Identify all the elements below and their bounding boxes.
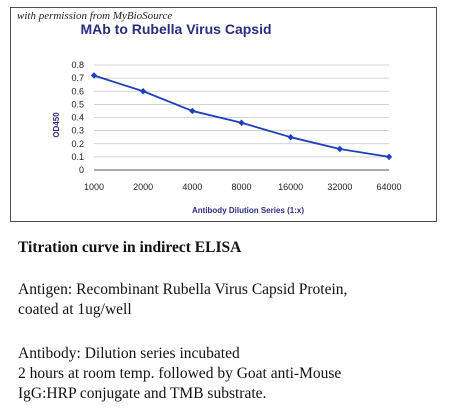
x-tick-label: 64000 [376, 182, 401, 192]
x-tick-label: 4000 [182, 182, 202, 192]
antibody-line: Antibody: Dilution series incubated [18, 345, 240, 362]
series-line [93, 74, 390, 158]
y-axis-title: OD450 [52, 112, 61, 138]
x-tick-label: 16000 [278, 182, 303, 192]
data-point-marker [336, 145, 344, 153]
y-tick-label: 0.4 [71, 113, 84, 123]
data-series [90, 72, 393, 161]
antibody-line: 2 hours at room temp. followed by Goat a… [18, 365, 342, 382]
antigen-line: coated at 1ug/well [18, 301, 132, 318]
antibody-line: IgG:HRP conjugate and TMB substrate. [18, 385, 267, 402]
x-tick-label: 2000 [133, 182, 153, 192]
chart-title: MAb to Rubella Virus Capsid [80, 21, 271, 37]
y-tick-label: 0.2 [71, 139, 84, 149]
y-tick-label: 0.5 [71, 99, 84, 109]
x-tick-label: 1000 [84, 182, 104, 192]
y-tick-label: 0 [79, 165, 84, 175]
antigen-description: Antigen: Recombinant Rubella Virus Capsi… [18, 280, 438, 320]
data-point-marker [238, 119, 245, 126]
y-tick-label: 0.3 [71, 126, 84, 136]
x-axis-title: Antibody Dilution Series (1:x) [192, 206, 304, 215]
y-axis-ticks: 0 0.1 0.2 0.3 0.4 0.5 0.6 0.7 0.8 [71, 60, 84, 175]
permission-watermark: with permission from MyBioSource [17, 10, 172, 22]
x-axis-ticks: 1000 2000 4000 8000 16000 32000 64000 [84, 182, 402, 192]
x-tick-label: 32000 [327, 182, 352, 192]
data-point-marker [90, 72, 98, 79]
chart-gridlines [94, 64, 389, 171]
data-point-marker [287, 133, 294, 141]
y-tick-label: 0.7 [71, 73, 84, 83]
y-tick-label: 0.1 [71, 152, 84, 162]
antigen-line: Antigen: Recombinant Rubella Virus Capsi… [18, 281, 348, 298]
caption-title: Titration curve in indirect ELISA [18, 239, 242, 256]
chart-panel: with permission from MyBioSource MAb to … [10, 7, 437, 222]
x-tick-label: 8000 [231, 182, 251, 192]
y-tick-label: 0.8 [71, 60, 84, 70]
y-tick-label: 0.6 [71, 86, 84, 96]
data-point-marker [139, 88, 147, 95]
antibody-description: Antibody: Dilution series incubated 2 ho… [18, 344, 438, 404]
data-point-marker [385, 153, 393, 161]
elisa-line-chart: with permission from MyBioSource MAb to … [17, 10, 402, 215]
data-point-marker [189, 107, 196, 115]
